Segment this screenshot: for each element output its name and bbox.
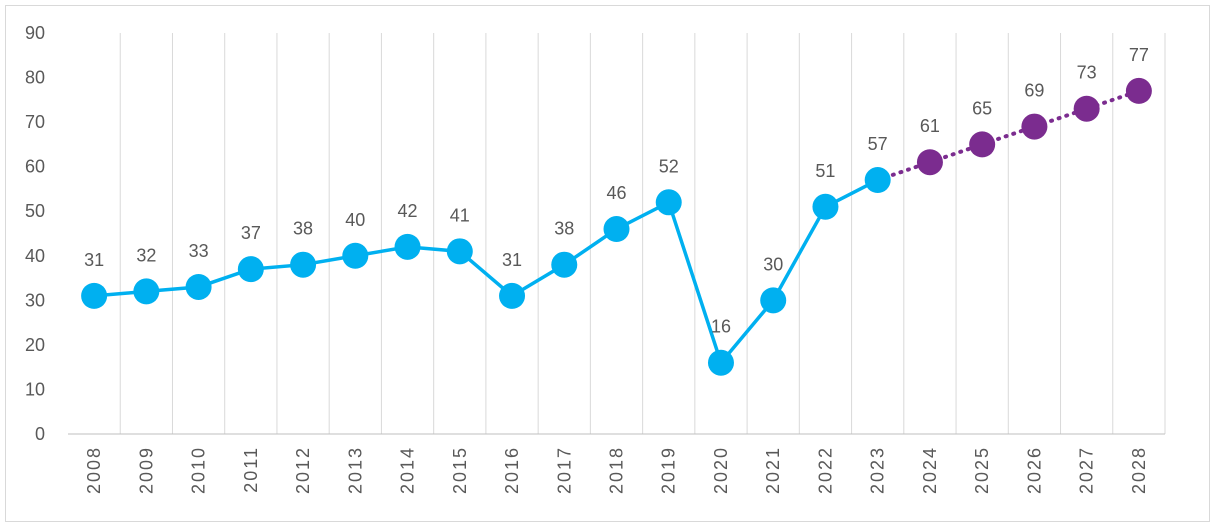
data-point bbox=[812, 193, 839, 220]
x-tick-label: 2014 bbox=[398, 446, 418, 494]
data-label: 37 bbox=[241, 223, 261, 243]
data-point bbox=[760, 287, 787, 314]
x-tick-label: 2017 bbox=[554, 446, 574, 494]
y-tick-label: 80 bbox=[25, 68, 45, 88]
data-point bbox=[133, 278, 160, 305]
data-point bbox=[1021, 113, 1048, 140]
y-tick-label: 60 bbox=[25, 157, 45, 177]
x-tick-label: 2023 bbox=[868, 446, 888, 494]
data-label: 33 bbox=[189, 241, 209, 261]
data-point bbox=[969, 131, 996, 158]
data-point bbox=[1125, 77, 1152, 104]
data-point bbox=[655, 189, 682, 216]
data-point bbox=[81, 282, 108, 309]
data-label: 51 bbox=[815, 161, 835, 181]
data-point bbox=[499, 282, 526, 309]
x-tick-label: 2025 bbox=[972, 446, 992, 494]
x-tick-label: 2010 bbox=[189, 446, 209, 494]
x-tick-label: 2009 bbox=[136, 446, 156, 494]
data-point bbox=[603, 216, 630, 243]
data-point bbox=[1073, 95, 1100, 122]
data-label: 31 bbox=[502, 250, 522, 270]
series-line bbox=[92, 178, 880, 367]
chart-border bbox=[5, 5, 1210, 522]
data-point bbox=[864, 167, 891, 194]
data-label: 69 bbox=[1024, 81, 1044, 101]
y-tick-label: 10 bbox=[25, 379, 45, 399]
data-label: 31 bbox=[84, 250, 104, 270]
x-tick-label: 2012 bbox=[293, 446, 313, 494]
data-point bbox=[446, 238, 473, 265]
data-label: 73 bbox=[1077, 63, 1097, 83]
data-label: 61 bbox=[920, 116, 940, 136]
x-tick-label: 2011 bbox=[241, 446, 261, 493]
x-tick-label: 2024 bbox=[920, 446, 940, 494]
data-label: 77 bbox=[1129, 45, 1149, 65]
y-tick-label: 50 bbox=[25, 201, 45, 221]
data-label: 38 bbox=[293, 219, 313, 239]
data-label: 30 bbox=[763, 254, 783, 274]
x-tick-label: 2021 bbox=[763, 446, 783, 494]
data-label: 46 bbox=[606, 183, 626, 203]
data-label: 32 bbox=[136, 245, 156, 265]
y-tick-label: 0 bbox=[35, 424, 45, 444]
data-point bbox=[342, 242, 369, 269]
data-label: 57 bbox=[868, 134, 888, 154]
data-point bbox=[237, 256, 264, 283]
data-label: 41 bbox=[450, 205, 470, 225]
y-tick-label: 20 bbox=[25, 335, 45, 355]
x-tick-label: 2027 bbox=[1077, 446, 1097, 494]
x-tick-label: 2018 bbox=[607, 446, 627, 494]
x-tick-label: 2013 bbox=[345, 446, 365, 494]
data-point bbox=[707, 349, 734, 376]
data-label: 52 bbox=[659, 156, 679, 176]
y-tick-label: 30 bbox=[25, 290, 45, 310]
x-tick-label: 2026 bbox=[1024, 446, 1044, 494]
data-point bbox=[290, 251, 317, 278]
data-point bbox=[551, 251, 578, 278]
x-tick-label: 2022 bbox=[815, 446, 835, 494]
x-tick-label: 2028 bbox=[1129, 446, 1149, 494]
data-label: 65 bbox=[972, 98, 992, 118]
x-tick-label: 2015 bbox=[450, 446, 470, 494]
data-label: 38 bbox=[554, 219, 574, 239]
data-label: 16 bbox=[711, 317, 731, 337]
y-tick-label: 90 bbox=[25, 23, 45, 43]
y-tick-label: 40 bbox=[25, 246, 45, 266]
data-label: 42 bbox=[398, 201, 418, 221]
y-tick-label: 70 bbox=[25, 112, 45, 132]
x-tick-label: 2008 bbox=[84, 446, 104, 494]
x-tick-label: 2020 bbox=[711, 446, 731, 494]
data-point bbox=[916, 149, 943, 176]
data-point bbox=[394, 233, 421, 260]
x-tick-label: 2016 bbox=[502, 446, 522, 494]
x-tick-label: 2019 bbox=[659, 446, 679, 494]
data-label: 40 bbox=[345, 210, 365, 230]
data-point bbox=[185, 273, 212, 300]
